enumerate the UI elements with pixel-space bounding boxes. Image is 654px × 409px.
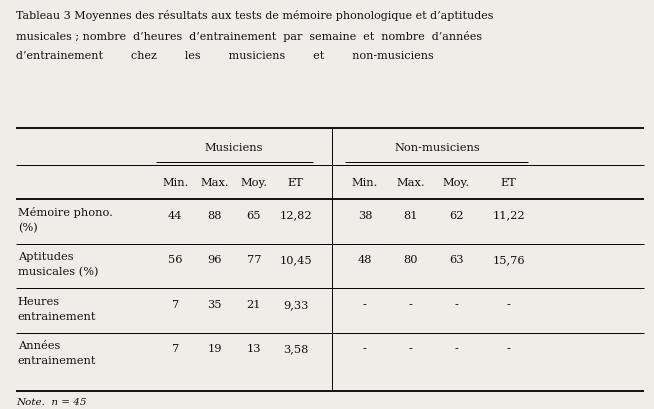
Text: Moy.: Moy.	[443, 178, 470, 187]
Text: 21: 21	[247, 299, 261, 309]
Text: 15,76: 15,76	[492, 254, 525, 265]
Text: 88: 88	[207, 210, 222, 220]
Text: -: -	[363, 299, 367, 309]
Text: Années: Années	[18, 340, 60, 351]
Text: 56: 56	[168, 254, 182, 265]
Text: Note.  n = 45: Note. n = 45	[16, 397, 87, 406]
Text: entrainement: entrainement	[18, 311, 96, 321]
Text: 81: 81	[404, 210, 418, 220]
Text: entrainement: entrainement	[18, 355, 96, 366]
Text: musicales ; nombre  d’heures  d’entrainement  par  semaine  et  nombre  d’années: musicales ; nombre d’heures d’entraineme…	[16, 31, 483, 42]
Text: 62: 62	[449, 210, 464, 220]
Text: 9,33: 9,33	[283, 299, 308, 309]
Text: 12,82: 12,82	[279, 210, 312, 220]
Text: Mémoire phono.: Mémoire phono.	[18, 207, 112, 218]
Text: Max.: Max.	[396, 178, 425, 187]
Text: 19: 19	[207, 344, 222, 353]
Text: 7: 7	[171, 299, 179, 309]
Text: 48: 48	[358, 254, 372, 265]
Text: ET: ET	[288, 178, 303, 187]
Text: 10,45: 10,45	[279, 254, 312, 265]
Text: d’entrainement        chez        les        musiciens        et        non-musi: d’entrainement chez les musiciens et non…	[16, 51, 434, 61]
Text: Moy.: Moy.	[240, 178, 267, 187]
Text: (%): (%)	[18, 222, 37, 232]
Text: Musiciens: Musiciens	[205, 142, 264, 152]
Text: -: -	[507, 299, 511, 309]
Text: Min.: Min.	[352, 178, 378, 187]
Text: 38: 38	[358, 210, 372, 220]
Text: Heures: Heures	[18, 296, 60, 306]
Text: Aptitudes: Aptitudes	[18, 252, 73, 261]
Text: Max.: Max.	[200, 178, 229, 187]
Text: 77: 77	[247, 254, 261, 265]
Text: 44: 44	[168, 210, 182, 220]
Text: 63: 63	[449, 254, 464, 265]
Text: 65: 65	[247, 210, 261, 220]
Text: 96: 96	[207, 254, 222, 265]
Text: 7: 7	[171, 344, 179, 353]
Text: ET: ET	[501, 178, 517, 187]
Text: -: -	[409, 344, 413, 353]
Text: Tableau 3 Moyennes des résultats aux tests de mémoire phonologique et d’aptitude: Tableau 3 Moyennes des résultats aux tes…	[16, 10, 494, 21]
Text: 11,22: 11,22	[492, 210, 525, 220]
Text: -: -	[455, 344, 458, 353]
Text: 80: 80	[404, 254, 418, 265]
Text: 3,58: 3,58	[283, 344, 308, 353]
Text: 35: 35	[207, 299, 222, 309]
Text: -: -	[363, 344, 367, 353]
Text: -: -	[409, 299, 413, 309]
Text: musicales (%): musicales (%)	[18, 266, 98, 277]
Text: -: -	[455, 299, 458, 309]
Text: 13: 13	[247, 344, 261, 353]
Text: Non-musiciens: Non-musiciens	[394, 142, 480, 152]
Text: Min.: Min.	[162, 178, 188, 187]
Text: -: -	[507, 344, 511, 353]
